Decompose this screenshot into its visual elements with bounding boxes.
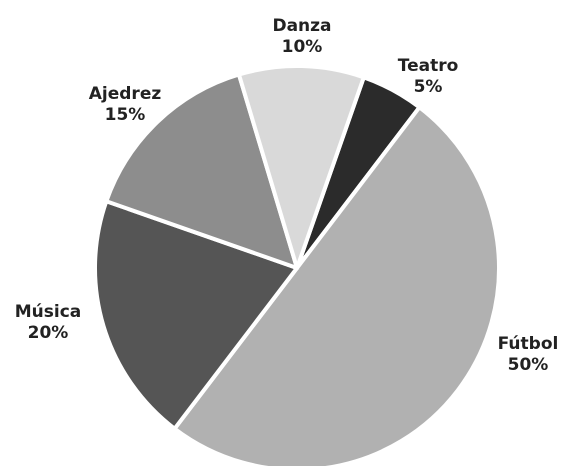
slice-label: Fútbol [498, 334, 559, 354]
slice-value-label: 10% [282, 37, 323, 57]
slice-value-label: 5% [414, 77, 443, 97]
slice-label: Teatro [398, 56, 459, 76]
slice-value-label: 15% [105, 105, 146, 125]
slice-label: Danza [272, 16, 331, 36]
pie-slice [93, 199, 299, 431]
slice-value-label: 50% [508, 355, 549, 375]
pie-slice [104, 72, 299, 270]
slice-value-label: 20% [28, 323, 69, 343]
slice-label: Ajedrez [89, 84, 162, 104]
slice-label: Música [15, 302, 82, 322]
pie-slice [236, 64, 366, 270]
